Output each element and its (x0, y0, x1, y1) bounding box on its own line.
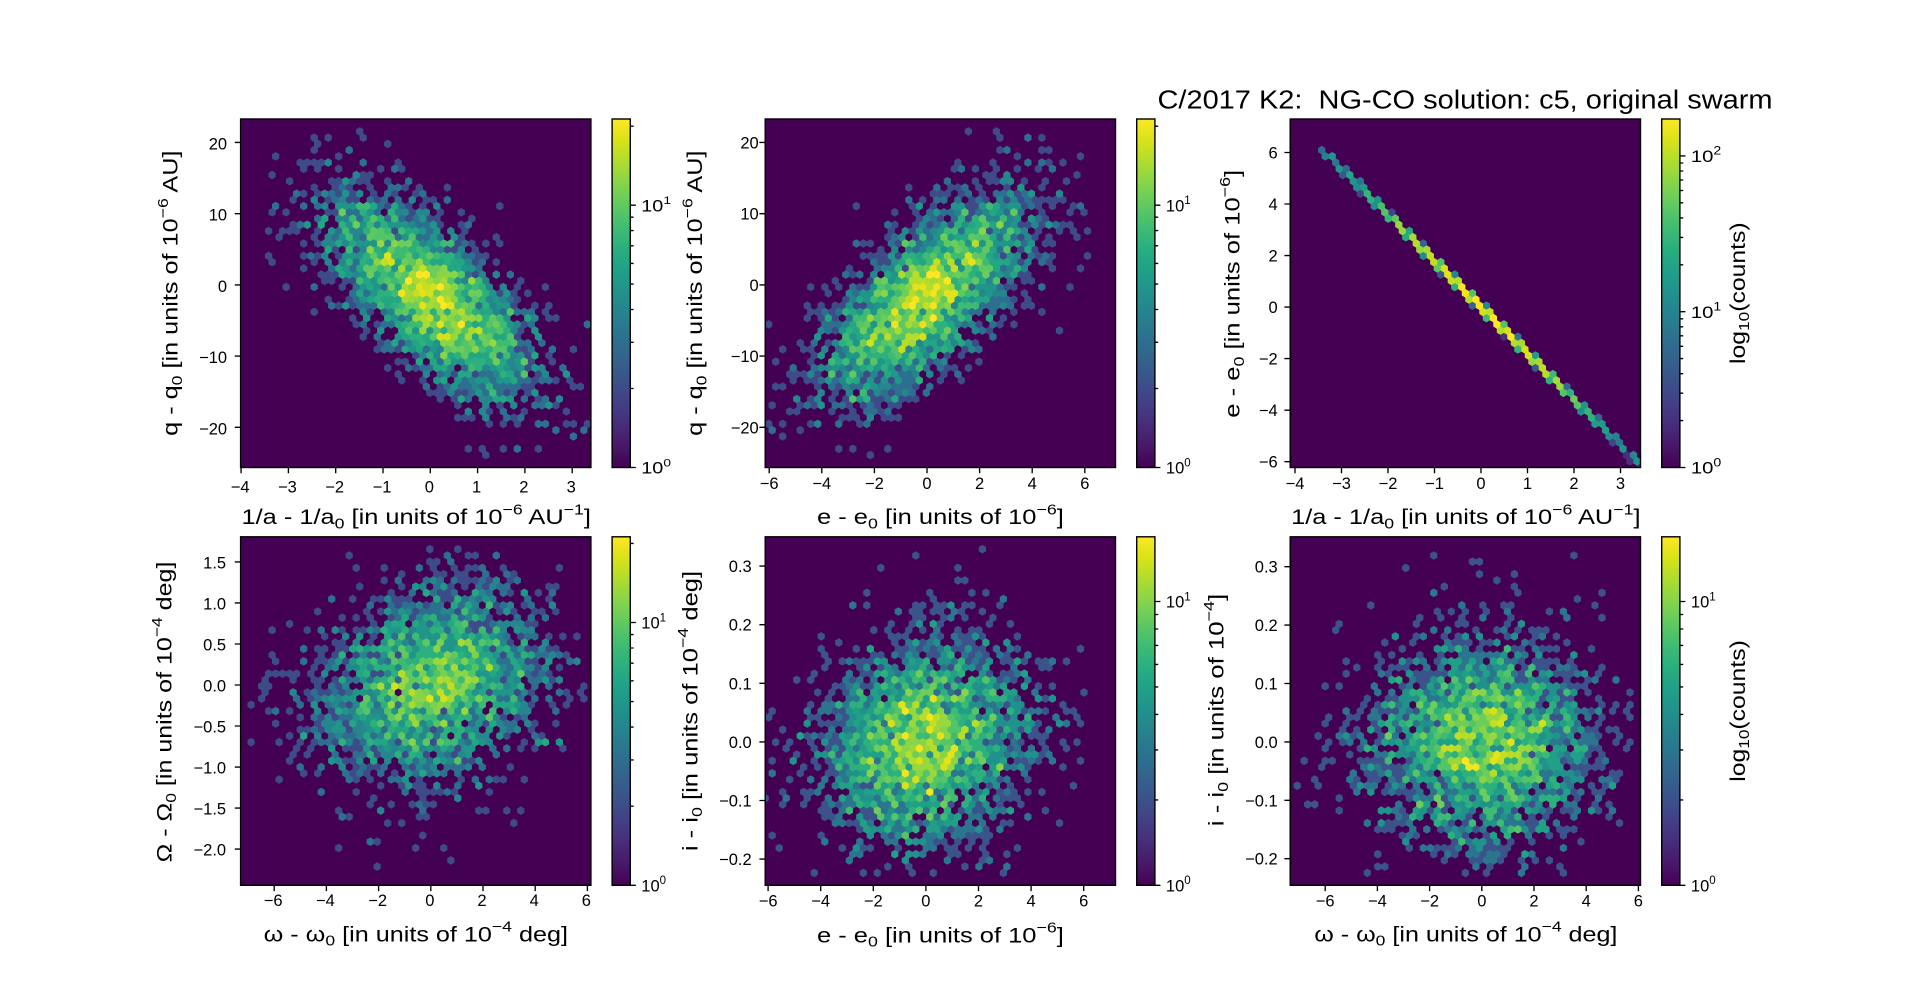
svg-text:i - i0​ [in units of 10−4​ deg: i - i0​ [in units of 10−4​ deg] (675, 571, 705, 851)
svg-text:Ω - Ω0​ [in units of 10−4​ deg: Ω - Ω0​ [in units of 10−4​ deg] (149, 562, 180, 863)
svg-text:1: 1 (1523, 475, 1532, 493)
svg-text:−20: −20 (731, 419, 759, 437)
svg-text:−1: −1 (1425, 475, 1444, 493)
svg-text:−2: −2 (864, 893, 883, 911)
svg-text:1/a - 1/a0​ [in units of 10−6​: 1/a - 1/a0​ [in units of 10−6​ AU−1​] (241, 502, 590, 532)
svg-text:0: 0 (1269, 299, 1278, 317)
svg-text:2: 2 (975, 475, 984, 493)
svg-text:−0.2: −0.2 (719, 851, 752, 869)
svg-text:4: 4 (1028, 475, 1037, 493)
svg-text:0: 0 (425, 478, 434, 496)
svg-text:−2: −2 (865, 475, 884, 493)
svg-text:0.3: 0.3 (1255, 559, 1278, 577)
svg-text:0: 0 (425, 892, 434, 910)
svg-text:−3: −3 (1332, 475, 1351, 493)
svg-text:1.5: 1.5 (203, 554, 226, 572)
svg-text:−1.5: −1.5 (194, 801, 227, 819)
svg-text:0.5: 0.5 (203, 637, 226, 655)
svg-text:−4: −4 (316, 892, 335, 910)
svg-text:e - e0​ [in units of 10−6​]: e - e0​ [in units of 10−6​] (817, 502, 1064, 532)
svg-text:0: 0 (921, 893, 930, 911)
svg-text:0.0: 0.0 (729, 734, 752, 752)
svg-text:−4: −4 (1368, 893, 1387, 911)
svg-text:−2: −2 (1420, 893, 1439, 911)
svg-text:−0.1: −0.1 (1245, 792, 1278, 810)
svg-text:4: 4 (1027, 893, 1036, 911)
svg-text:0.1: 0.1 (729, 675, 752, 693)
svg-text:−10: −10 (199, 349, 227, 367)
svg-text:−6: −6 (760, 475, 779, 493)
svg-text:log10​(counts): log10​(counts) (1725, 222, 1752, 364)
svg-text:C/2017 K2: NG-CO solution: c5: C/2017 K2: NG-CO solution: c5, original … (1157, 85, 1772, 114)
svg-text:−0.5: −0.5 (194, 719, 227, 737)
svg-text:−4: −4 (1286, 475, 1305, 493)
svg-text:−6: −6 (1259, 454, 1278, 472)
svg-text:20: 20 (209, 135, 227, 153)
svg-text:0.2: 0.2 (729, 617, 752, 635)
svg-text:−1: −1 (373, 478, 392, 496)
svg-text:4: 4 (530, 892, 539, 910)
svg-text:6: 6 (1269, 145, 1278, 163)
svg-text:−10: −10 (731, 348, 759, 366)
svg-text:0.1: 0.1 (1255, 676, 1278, 694)
svg-text:6: 6 (1079, 893, 1088, 911)
svg-text:−0.2: −0.2 (1245, 851, 1278, 869)
svg-text:0.3: 0.3 (729, 558, 752, 576)
svg-text:0: 0 (1477, 893, 1486, 911)
svg-text:0.0: 0.0 (1255, 734, 1278, 752)
svg-text:ω - ω0​ [in units of 10−4​ deg: ω - ω0​ [in units of 10−4​ deg] (264, 919, 568, 950)
svg-text:−4: −4 (811, 893, 830, 911)
svg-text:−2: −2 (1259, 351, 1278, 369)
svg-text:−4: −4 (231, 478, 250, 496)
svg-text:−0.1: −0.1 (719, 793, 752, 811)
svg-text:q - q0​ [in units of 10−6​ AU]: q - q0​ [in units of 10−6​ AU] (680, 151, 710, 436)
svg-text:−3: −3 (278, 478, 297, 496)
svg-text:−2: −2 (368, 892, 387, 910)
svg-text:q - q0​ [in units of 10−6​ AU]: q - q0​ [in units of 10−6​ AU] (155, 151, 185, 436)
svg-text:2: 2 (974, 893, 983, 911)
svg-text:−6: −6 (759, 893, 778, 911)
svg-text:−2.0: −2.0 (194, 842, 227, 860)
svg-text:4: 4 (1582, 893, 1591, 911)
svg-text:2: 2 (477, 892, 486, 910)
svg-text:0: 0 (1476, 475, 1485, 493)
svg-text:−4: −4 (1259, 402, 1278, 420)
svg-text:2: 2 (1569, 475, 1578, 493)
svg-text:2: 2 (1269, 248, 1278, 266)
svg-text:0: 0 (750, 277, 759, 295)
svg-text:ω - ω0​ [in units of 10−4​ deg: ω - ω0​ [in units of 10−4​ deg] (1314, 919, 1617, 950)
svg-text:e - e0​ [in units of 10−6​]: e - e0​ [in units of 10−6​] (817, 920, 1064, 950)
svg-text:6: 6 (1634, 893, 1643, 911)
svg-text:20: 20 (740, 134, 758, 152)
svg-text:6: 6 (582, 892, 591, 910)
svg-text:4: 4 (1269, 196, 1278, 214)
svg-text:−6: −6 (1316, 893, 1335, 911)
svg-text:i - i0​ [in units of 10−4​]: i - i0​ [in units of 10−4​] (1200, 594, 1231, 826)
svg-text:−6: −6 (264, 892, 283, 910)
svg-text:2: 2 (1529, 893, 1538, 911)
svg-text:−2: −2 (1379, 475, 1398, 493)
svg-text:10: 10 (209, 207, 227, 225)
svg-text:−20: −20 (199, 420, 227, 438)
svg-text:e - e0​ [in units of 10−6​]: e - e0​ [in units of 10−6​] (1217, 170, 1247, 418)
svg-text:0.2: 0.2 (1255, 617, 1278, 635)
svg-text:1: 1 (472, 478, 481, 496)
svg-text:0: 0 (922, 475, 931, 493)
svg-text:3: 3 (1616, 475, 1625, 493)
svg-text:1/a - 1/a0​ [in units of 10−6​: 1/a - 1/a0​ [in units of 10−6​ AU−1​] (1291, 502, 1640, 532)
svg-text:−2: −2 (325, 478, 344, 496)
svg-text:0.0: 0.0 (203, 678, 226, 696)
svg-text:2: 2 (519, 478, 528, 496)
svg-text:0: 0 (218, 278, 227, 296)
svg-text:3: 3 (567, 478, 576, 496)
svg-text:10: 10 (740, 206, 758, 224)
svg-text:−4: −4 (812, 475, 831, 493)
svg-text:1.0: 1.0 (203, 595, 226, 613)
svg-text:log10​(counts): log10​(counts) (1725, 640, 1752, 782)
svg-text:−1.0: −1.0 (194, 760, 227, 778)
svg-text:6: 6 (1080, 475, 1089, 493)
